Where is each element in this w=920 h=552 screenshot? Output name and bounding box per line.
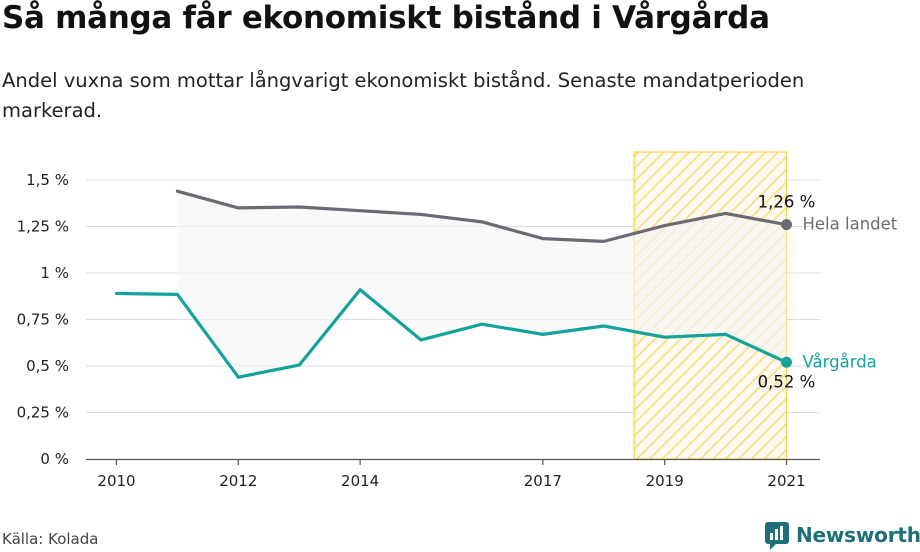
series-layer <box>114 189 792 379</box>
series-name-label: Vårgårda <box>803 352 877 371</box>
x-tick-label: 2017 <box>524 472 562 490</box>
brand-logo: Newsworthy <box>764 519 920 551</box>
y-tick-label: 0,75 % <box>17 311 69 329</box>
y-tick-label: 0 % <box>40 450 69 468</box>
series-endpoint <box>781 356 792 368</box>
x-tick-label: 2019 <box>646 472 684 490</box>
series-value-label: 1,26 % <box>758 193 816 212</box>
x-tick-label: 2012 <box>219 472 257 490</box>
y-tick-label: 0,25 % <box>17 404 69 422</box>
series-line-hela-landet <box>175 189 789 243</box>
chart-subtitle: Andel vuxna som mottar långvarigt ekonom… <box>2 69 805 122</box>
x-tick-label: 2014 <box>341 472 379 490</box>
y-tick-label: 1 % <box>40 264 69 282</box>
x-tick-label: 2021 <box>767 472 805 490</box>
brand-name: Newsworthy <box>796 523 920 547</box>
y-tick-label: 1,5 % <box>26 171 69 189</box>
source-note: Källa: Kolada <box>2 530 99 548</box>
newsworthy-logo-icon <box>765 522 789 550</box>
y-tick-label: 1,25 % <box>17 218 69 236</box>
series-name-label: Hela landet <box>803 215 898 234</box>
y-tick-label: 0,5 % <box>26 357 69 375</box>
series-value-label: 0,52 % <box>758 372 816 391</box>
series-line-vargarda <box>114 288 789 379</box>
axes: 0 % 0,25 % 0,5 % 0,75 % 1 % 1,25 % 1,5 % 2010 20… <box>17 171 820 490</box>
series-endpoint <box>781 219 792 231</box>
chart-title: Så många får ekonomiskt bistånd i Vårgår… <box>2 0 770 36</box>
x-tick-label: 2010 <box>97 472 135 490</box>
